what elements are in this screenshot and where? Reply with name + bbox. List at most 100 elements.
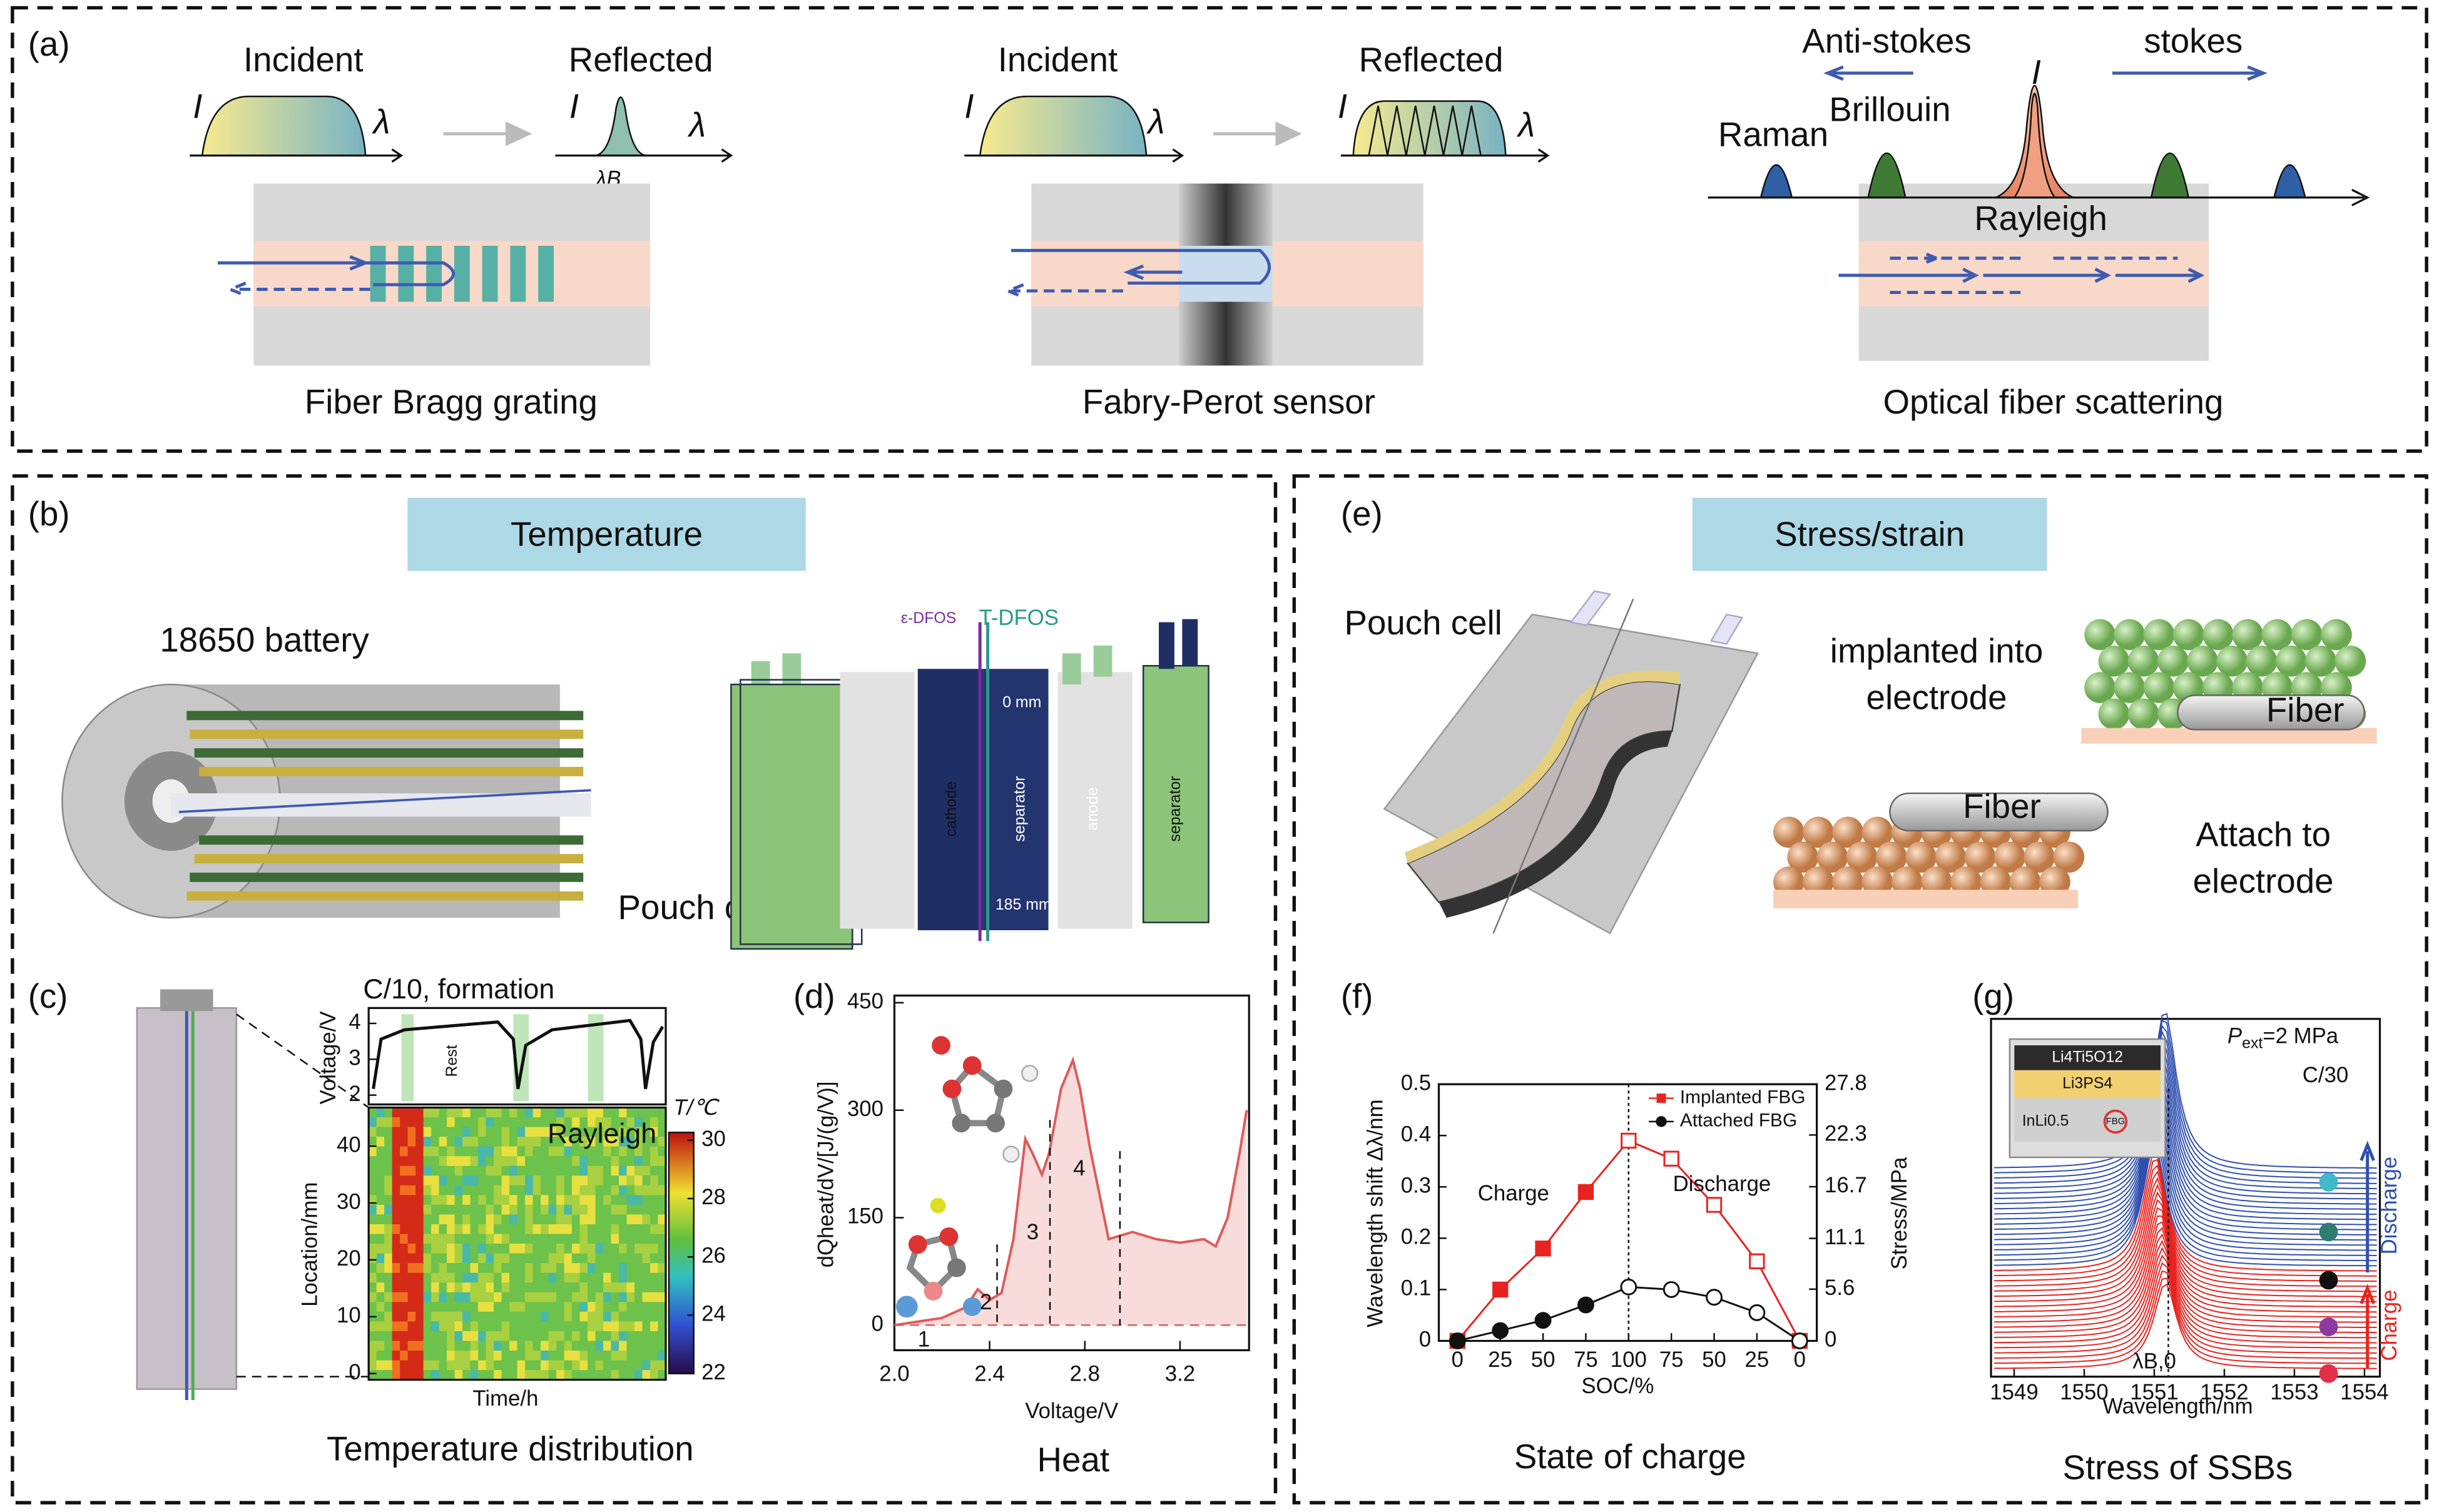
heatmap-cell [478, 1117, 487, 1128]
heatmap-cell [486, 1185, 494, 1196]
heatmap-cell [603, 1272, 612, 1283]
spectrum [1994, 1013, 2377, 1169]
heatmap-cell [501, 1341, 510, 1351]
heatmap-cell [494, 1341, 502, 1351]
spectrum [1994, 1152, 2377, 1272]
particle [2143, 619, 2175, 651]
heatmap-cell [415, 1370, 424, 1381]
heatmap-cell [509, 1165, 518, 1177]
heatmap-cell [439, 1331, 447, 1342]
heatmap-cell [595, 1282, 604, 1293]
heatmap-cell [423, 1311, 432, 1322]
heatmap-cell [658, 1311, 666, 1322]
heatmap-cell [619, 1137, 628, 1147]
caption: Stress of SSBs [2062, 1448, 2293, 1486]
heatmap-cell [470, 1175, 479, 1186]
heatmap-cell [415, 1341, 424, 1351]
heatmap-cell [595, 1156, 604, 1167]
heatmap-cell [603, 1127, 612, 1137]
heatmap-cell [634, 1321, 643, 1332]
colorbar-tick-label: 28 [701, 1185, 726, 1209]
heatmap-cell [603, 1370, 612, 1381]
heatmap-cell [603, 1175, 612, 1186]
heatmap-cell [415, 1282, 424, 1293]
spectrum [1994, 1159, 2377, 1277]
heatmap-cell [564, 1370, 573, 1381]
heatmap-cell [611, 1195, 619, 1205]
heatmap-cell [392, 1195, 400, 1205]
heatmap-cell [462, 1302, 471, 1312]
heatmap-cell [415, 1175, 424, 1186]
heatmap-cell [501, 1185, 510, 1196]
heatmap-cell [454, 1195, 463, 1205]
heatmap-cell [494, 1214, 502, 1225]
heatmap-cell [486, 1127, 494, 1137]
heatmap-cell [369, 1302, 377, 1312]
marker [1706, 1289, 1723, 1306]
heatmap-cell [595, 1370, 604, 1381]
heatmap-cell [517, 1253, 526, 1264]
heatmap-cell [454, 1341, 463, 1351]
heatmap-cell [532, 1292, 541, 1303]
heatmap-cell [572, 1107, 581, 1118]
heatmap-cell [447, 1146, 456, 1157]
heatmap-cell [431, 1321, 440, 1332]
heatmap-cell [532, 1107, 541, 1118]
heatmap-cell [634, 1127, 643, 1137]
heatmap-cell [595, 1263, 604, 1274]
heatmap-cell [415, 1302, 424, 1312]
heatmap-cell [579, 1272, 588, 1283]
caption: Heat [1037, 1440, 1110, 1479]
heatmap-cell [548, 1321, 557, 1332]
heatmap-cell [462, 1360, 471, 1371]
heatmap-cell [431, 1302, 440, 1312]
heatmap-cell [626, 1370, 635, 1381]
spectrum [1994, 1207, 2377, 1313]
heatmap-cell [658, 1360, 666, 1371]
heatmap-cell [634, 1117, 643, 1128]
heatmap-cell [588, 1175, 596, 1186]
spectra: 1549 1550 1551 1552 1553 1554 [1990, 1013, 2389, 1404]
heatmap-cell [532, 1263, 541, 1274]
heatmap-cell [376, 1117, 385, 1128]
heatmap-cell [588, 1185, 596, 1196]
heatmap-cell [392, 1272, 400, 1283]
heatmap-cell [572, 1302, 581, 1312]
heatmap-cell [642, 1185, 651, 1196]
heatmap-cell [595, 1214, 604, 1225]
heatmap-cell [572, 1117, 581, 1128]
heatmap-cell [509, 1156, 518, 1167]
heatmap-cell [431, 1107, 440, 1118]
heatmap-cell [579, 1302, 588, 1312]
heatmap-cell [384, 1146, 393, 1157]
heatmap-cell [579, 1165, 588, 1177]
heatmap-cell [658, 1195, 666, 1205]
heatmap-cell [634, 1263, 643, 1274]
heatmap-cell [525, 1117, 534, 1128]
heatmap-cell [626, 1292, 635, 1303]
heatmap-cell [384, 1127, 393, 1137]
heatmap-cell [634, 1195, 643, 1205]
label: Discharge [2377, 1157, 2401, 1255]
y-tick-label: 3 [349, 1045, 360, 1070]
heatmap-cell [400, 1146, 409, 1157]
heatmap-cell [626, 1137, 635, 1147]
heatmap-cell [400, 1156, 409, 1167]
heatmap-cell [431, 1331, 440, 1342]
heatmap-cell [532, 1360, 541, 1371]
heatmap-cell [579, 1321, 588, 1332]
heatmap-cell [423, 1244, 432, 1254]
heatmap-cell [532, 1244, 541, 1254]
heatmap-cell [478, 1311, 487, 1322]
heatmap-cell [407, 1107, 416, 1118]
heatmap-cell [415, 1156, 424, 1167]
axis-label: dQheat/dV/[J/(g/V)] [814, 1081, 838, 1267]
heatmap-cell [642, 1175, 651, 1186]
particle [2084, 619, 2116, 651]
heatmap-cell [572, 1146, 581, 1157]
heatmap-cell [454, 1263, 463, 1274]
heatmap-cell [447, 1204, 456, 1215]
heatmap-cell [478, 1292, 487, 1303]
heatmap-cell [642, 1292, 651, 1303]
heatmap-cell [439, 1224, 447, 1235]
